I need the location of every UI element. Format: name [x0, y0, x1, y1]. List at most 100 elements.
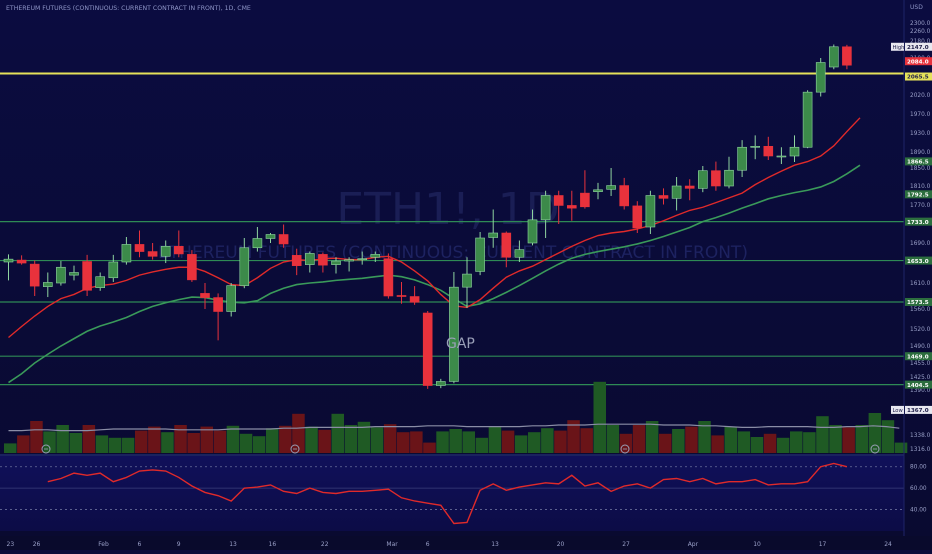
candle-body	[16, 259, 27, 264]
price-tag-box	[905, 217, 932, 226]
price-tag-box	[905, 297, 932, 306]
candle	[475, 232, 485, 276]
price-tick-label: 1490.0	[910, 344, 931, 350]
candle-body	[449, 286, 459, 382]
event-marker-icon[interactable]	[290, 444, 300, 454]
candle	[213, 293, 223, 341]
candle	[16, 255, 27, 265]
volume-bar	[239, 433, 253, 453]
price-tick-label: 2300.0	[910, 21, 931, 27]
rsi-line	[47, 462, 848, 525]
time-tick-label: Mar	[386, 541, 398, 548]
candle-body	[619, 185, 630, 207]
volume-bar	[894, 442, 908, 453]
candle	[95, 272, 105, 291]
candle-body	[357, 258, 368, 260]
candle	[828, 44, 839, 70]
candle-body	[435, 381, 446, 386]
time-tick-label: 6	[426, 541, 430, 548]
volume-bar	[750, 437, 764, 453]
candle-body	[553, 195, 564, 206]
volume-bar	[200, 426, 213, 453]
candle-body	[514, 249, 525, 258]
volume-bar	[436, 431, 449, 453]
time-tick-label: 17	[819, 541, 827, 548]
candle	[776, 147, 787, 164]
volume-bar	[252, 436, 266, 453]
candle-body	[121, 244, 132, 263]
event-marker-icon[interactable]	[870, 444, 880, 454]
price-tag-label: 1733.0	[907, 220, 929, 226]
volume-bar	[855, 425, 868, 453]
time-tick-label: 26	[33, 541, 41, 548]
time-tick-label: Feb	[98, 541, 109, 548]
volume-bar	[763, 433, 777, 453]
event-marker-icon[interactable]	[620, 444, 630, 454]
price-tag: 1573.5	[905, 297, 932, 306]
volume-bar	[161, 432, 174, 453]
volume-bar	[645, 421, 659, 453]
candle-body	[69, 272, 79, 276]
volume-bar	[881, 420, 895, 453]
candle	[449, 271, 459, 384]
volume-bar	[69, 433, 82, 453]
price-tick-label: 1970.0	[910, 112, 931, 118]
volume-bar	[174, 425, 187, 453]
event-marker-icon[interactable]	[41, 444, 51, 454]
volume-bar	[344, 425, 358, 453]
candle	[422, 311, 433, 389]
candle	[291, 248, 302, 276]
price-tick-label: 2260.0	[910, 29, 931, 35]
candle	[108, 254, 119, 282]
price-tick-label: 1520.0	[910, 327, 931, 333]
candle	[147, 243, 158, 260]
candle	[265, 233, 276, 243]
price-scale[interactable]: 2300.02260.02180.02140.02100.02060.02020…	[910, 21, 931, 453]
candle-body	[383, 258, 394, 297]
candle	[409, 286, 420, 305]
time-scale[interactable]: 2326Feb69131622Mar6132027Apr101724May	[0, 536, 932, 550]
volume-bar	[606, 425, 620, 453]
candle	[344, 257, 354, 272]
volume-bar	[528, 432, 541, 453]
volume-bar	[632, 425, 646, 453]
price-tick-label: 1455.0	[910, 361, 931, 367]
volume-bar	[776, 437, 790, 453]
volume-bar	[803, 432, 816, 453]
rsi-background	[0, 456, 904, 531]
time-tick-label: 23	[7, 541, 15, 548]
price-tag-label: 1469.0	[907, 354, 929, 360]
time-tick-label: 6	[138, 541, 142, 548]
price-tick-label: 1390.0	[910, 388, 931, 394]
candle	[684, 179, 695, 201]
price-tag: 1469.0	[905, 352, 932, 360]
price-tick-label: 2020.0	[910, 93, 931, 99]
candle-body	[200, 293, 210, 298]
chart-title: ETHEREUM FUTURES (CONTINUOUS: CURRENT CO…	[6, 5, 251, 12]
price-tick-label: 1560.0	[910, 307, 931, 313]
volume-bar	[226, 425, 240, 453]
candle-body	[265, 234, 276, 239]
volume-bar	[580, 428, 593, 453]
candle-body	[56, 266, 66, 284]
candle-body	[147, 251, 158, 257]
price-tick-label: 1690.0	[910, 241, 931, 247]
volume-bar	[816, 416, 829, 453]
volume-bar	[397, 432, 410, 453]
candle-body	[828, 46, 839, 68]
candle-body	[593, 189, 603, 193]
price-tag: 2065.5	[905, 72, 932, 81]
volume-bar	[383, 424, 397, 453]
candle	[697, 166, 708, 193]
volume-bar	[868, 413, 882, 453]
volume-bar	[305, 426, 318, 453]
price-tag-label: 1866.5	[907, 160, 929, 166]
moving-averages	[8, 117, 861, 384]
candle	[724, 156, 734, 189]
time-tick-label: 24	[884, 541, 892, 548]
candle	[134, 230, 145, 258]
candle-body	[671, 185, 682, 199]
price-tag-box	[905, 190, 932, 199]
candle-body	[815, 62, 826, 93]
